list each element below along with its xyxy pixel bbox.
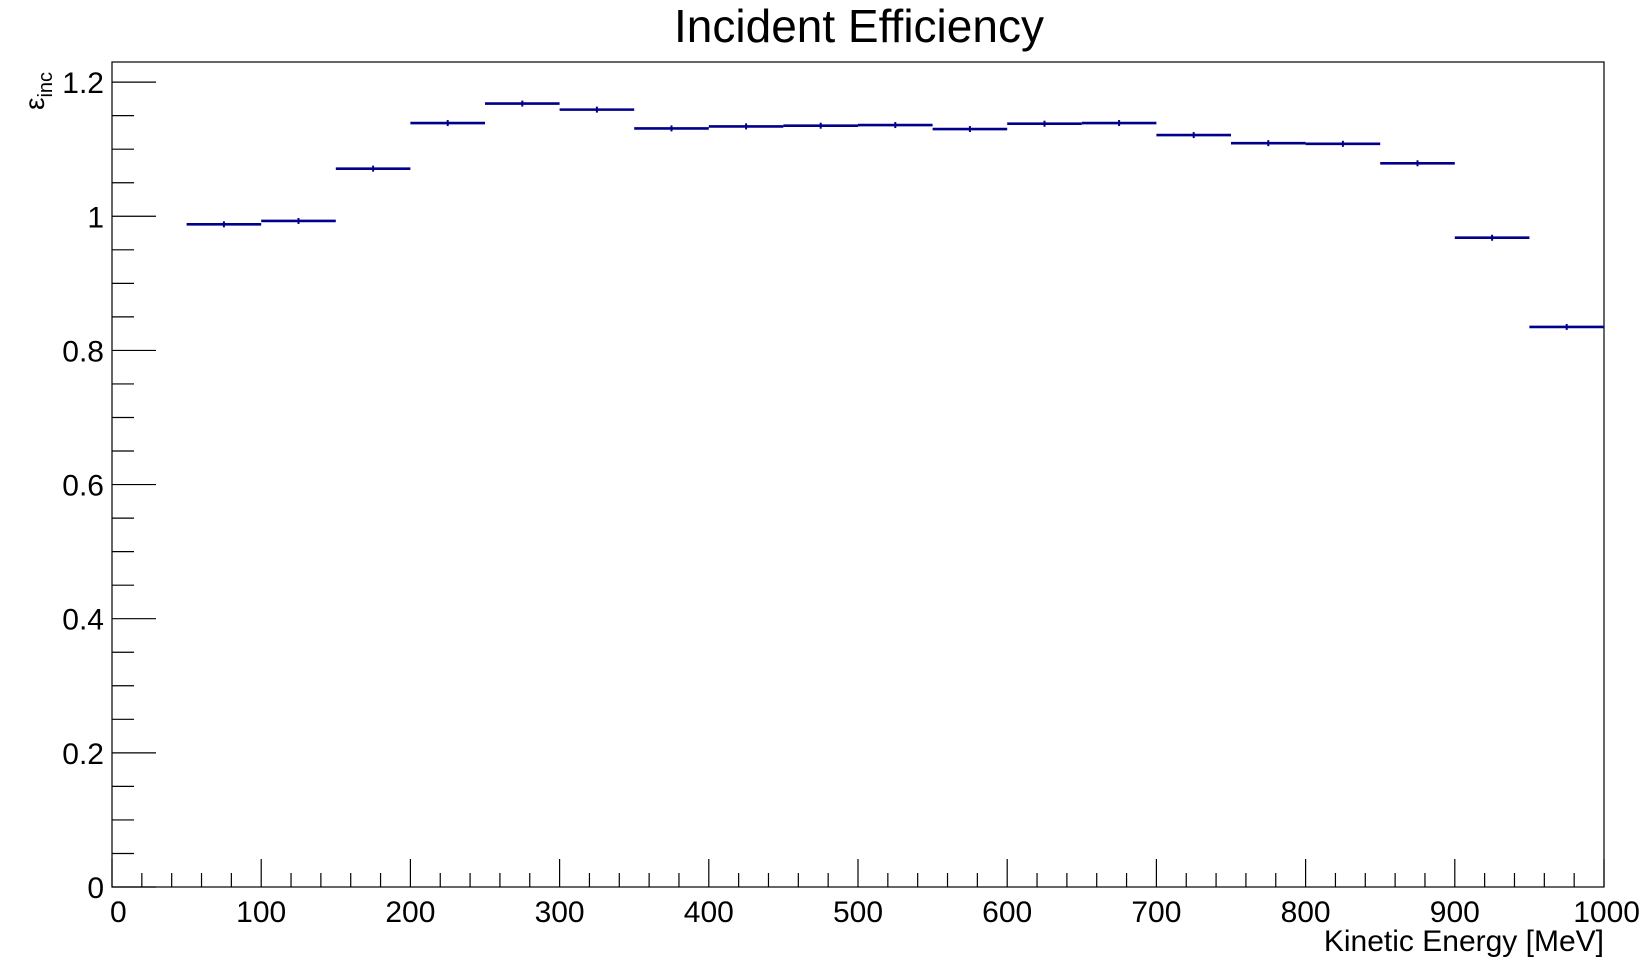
data-point bbox=[335, 165, 411, 172]
data-series bbox=[186, 100, 1604, 330]
x-tick-label: 0 bbox=[110, 896, 127, 929]
x-tick-label: 1000 bbox=[1573, 896, 1640, 929]
y-axis: 0 0.2 0.4 0.6 0.8 1 1.2 bbox=[62, 67, 156, 905]
x-tick-label: 400 bbox=[684, 896, 734, 929]
x-tick-label: 500 bbox=[833, 896, 883, 929]
data-point bbox=[634, 125, 709, 132]
y-tick-label: 0.4 bbox=[62, 604, 104, 637]
y-axis-label: εinc bbox=[19, 72, 57, 110]
data-point bbox=[1081, 120, 1157, 127]
x-tick-label: 900 bbox=[1430, 896, 1480, 929]
data-point bbox=[1231, 140, 1306, 147]
plot-frame-border bbox=[111, 61, 1605, 888]
data-point bbox=[410, 120, 485, 127]
x-tick-label: 300 bbox=[535, 896, 585, 929]
y-tick-label: 0.6 bbox=[62, 470, 104, 503]
y-tick-label: 0.2 bbox=[62, 738, 104, 771]
data-point bbox=[783, 122, 858, 129]
data-point bbox=[1007, 120, 1082, 127]
y-tick-label: 1.2 bbox=[62, 67, 104, 100]
data-point bbox=[485, 100, 560, 107]
data-point bbox=[1380, 160, 1455, 167]
y-tick-label: 0 bbox=[87, 872, 104, 905]
y-tick-label: 1 bbox=[87, 201, 104, 234]
data-point bbox=[559, 106, 635, 113]
x-tick-label: 200 bbox=[385, 896, 435, 929]
y-axis-label-sub: inc bbox=[35, 72, 57, 98]
y-axis-label-text: εinc bbox=[19, 72, 57, 110]
data-point bbox=[186, 221, 262, 228]
data-point bbox=[261, 217, 336, 224]
data-point bbox=[1529, 323, 1604, 330]
data-point bbox=[858, 122, 933, 129]
x-tick-label: 600 bbox=[982, 896, 1032, 929]
y-axis-label-main: ε bbox=[19, 98, 50, 110]
x-axis: 0 100 200 300 400 500 600 700 800 900 1000 bbox=[110, 859, 1640, 929]
x-tick-label: 700 bbox=[1131, 896, 1181, 929]
chart-title: Incident Efficiency bbox=[674, 0, 1044, 52]
data-point bbox=[1156, 132, 1231, 139]
plot-frame bbox=[111, 61, 1605, 888]
y-tick-label: 0.8 bbox=[62, 335, 104, 368]
data-point bbox=[708, 123, 784, 130]
data-point bbox=[932, 126, 1008, 133]
data-point bbox=[1454, 234, 1530, 241]
data-point bbox=[1305, 140, 1381, 147]
x-tick-label: 100 bbox=[236, 896, 286, 929]
x-tick-label: 800 bbox=[1281, 896, 1331, 929]
x-axis-label: Kinetic Energy [MeV] bbox=[1324, 925, 1604, 958]
